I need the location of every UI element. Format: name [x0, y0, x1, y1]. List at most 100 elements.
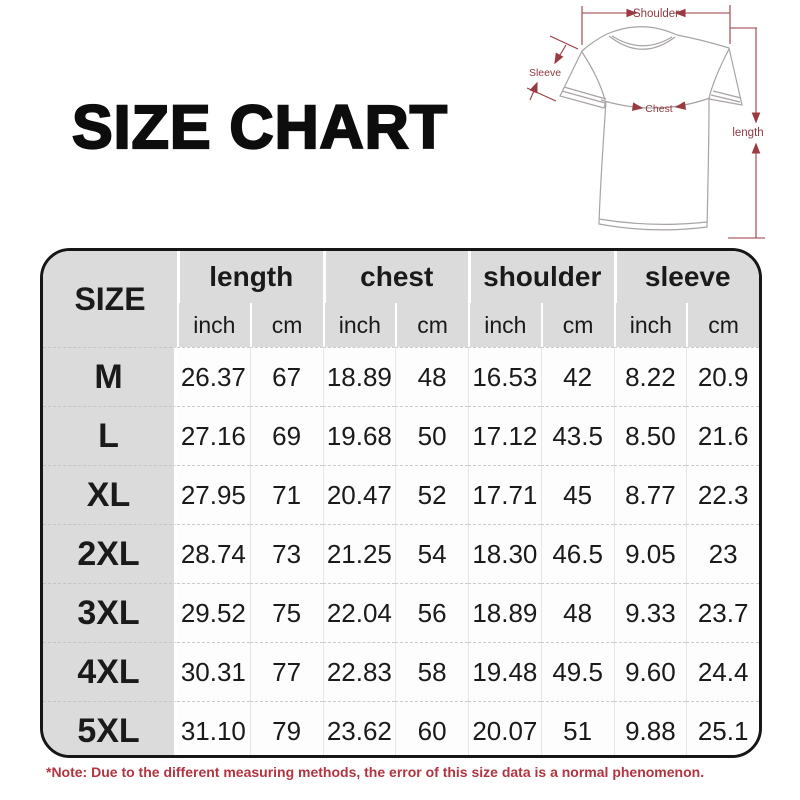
length-label: length [732, 127, 763, 139]
table-row: XL 27.95 71 20.47 52 17.71 45 8.77 22.3 [43, 465, 759, 524]
unit-header: cm [249, 303, 323, 347]
length-group-header: length [177, 251, 323, 303]
measurement-value: 29.52 [177, 583, 250, 642]
sleeve-group-header: sleeve [613, 251, 759, 303]
measurement-value: 67 [249, 347, 323, 406]
measurement-value: 9.60 [613, 642, 687, 701]
chest-curve [600, 97, 711, 109]
right-armhole-seam [708, 48, 730, 99]
dimension-lines [526, 5, 765, 239]
measurement-value: 50 [395, 406, 468, 465]
size-table-body: M 26.37 67 18.89 48 16.53 42 8.22 20.9 L 27.16 69 19… [43, 347, 759, 755]
tshirt-body [559, 26, 743, 231]
measurement-value: 28.74 [177, 524, 250, 583]
measurement-value: 71 [249, 465, 323, 524]
measurement-value: 73 [249, 524, 323, 583]
measurement-value: 9.33 [613, 583, 687, 642]
measurement-value: 17.12 [468, 406, 541, 465]
measurement-value: 18.89 [468, 583, 541, 642]
measurement-value: 18.89 [322, 347, 396, 406]
hem-line [598, 218, 708, 225]
table-row: 2XL 28.74 73 21.25 54 18.30 46.5 9.05 23 [43, 524, 759, 583]
measurement-value: 77 [249, 642, 323, 701]
table-row: 5XL 31.10 79 23.62 60 20.07 51 9.88 25.1 [43, 701, 759, 755]
measurement-value: 26.37 [177, 347, 250, 406]
length-arrow-down-icon [751, 112, 761, 124]
size-label: XL [43, 465, 177, 524]
page-title: SIZE CHART [71, 92, 448, 162]
measurement-value: 25.1 [686, 701, 759, 755]
table-row: L 27.16 69 19.68 50 17.12 43.5 8.50 21.6 [43, 406, 759, 465]
length-arrow-up-icon [751, 142, 761, 154]
measurement-value: 23.62 [322, 701, 396, 755]
left-cuff-lines [561, 86, 607, 104]
sleeve-arrow-down-icon [554, 52, 564, 65]
measurement-value: 24.4 [686, 642, 759, 701]
unit-header: cm [395, 303, 468, 347]
sleeve-label: Sleeve [529, 67, 561, 79]
unit-header: cm [686, 303, 759, 347]
measurement-value: 31.10 [177, 701, 250, 755]
measurement-value: 54 [395, 524, 468, 583]
collar-line [608, 35, 676, 50]
measurement-value: 69 [249, 406, 323, 465]
chest-arrow-left-icon [674, 101, 687, 110]
measurement-value: 18.30 [468, 524, 541, 583]
size-label: 5XL [43, 701, 177, 755]
measurement-value: 22.83 [322, 642, 396, 701]
measurement-value: 16.53 [468, 347, 541, 406]
sleeve-arrow-up-icon [529, 81, 538, 94]
tshirt-outline [559, 26, 743, 231]
unit-header: inch [322, 303, 396, 347]
shoulder-arrow-left-icon [674, 8, 686, 18]
size-label: 4XL [43, 642, 177, 701]
shoulder-label: Shoulder [633, 8, 679, 20]
unit-header: inch [468, 303, 541, 347]
measurement-value: 58 [395, 642, 468, 701]
size-label: L [43, 406, 177, 465]
measurement-value: 48 [395, 347, 468, 406]
chest-group-header: chest [322, 251, 468, 303]
unit-header: inch [177, 303, 250, 347]
measurement-value: 19.68 [322, 406, 396, 465]
table-row: M 26.37 67 18.89 48 16.53 42 8.22 20.9 [43, 347, 759, 406]
measurement-value: 46.5 [540, 524, 614, 583]
chest-arrow-right-icon [631, 102, 644, 111]
measurement-value: 21.6 [686, 406, 759, 465]
collar-rib-line [611, 35, 673, 47]
tshirt-measurement-diagram: Shoulder Sleeve Chest length [526, 5, 765, 239]
measurement-value: 52 [395, 465, 468, 524]
measurement-value: 27.95 [177, 465, 250, 524]
measurement-value: 20.47 [322, 465, 396, 524]
measurement-value: 30.31 [177, 642, 250, 701]
measurement-value: 43.5 [540, 406, 614, 465]
measurement-value: 23 [686, 524, 759, 583]
measurement-value: 22.3 [686, 465, 759, 524]
measurement-value: 8.50 [613, 406, 687, 465]
measurement-value: 19.48 [468, 642, 541, 701]
measurement-value: 56 [395, 583, 468, 642]
chest-label: Chest [645, 103, 673, 115]
size-chart-table: SIZE length chest shoulder sleeve inch cm… [43, 251, 759, 755]
measurement-value: 51 [540, 701, 614, 755]
measurement-value: 48 [540, 583, 614, 642]
measurement-value: 60 [395, 701, 468, 755]
measurement-value: 75 [249, 583, 323, 642]
measurement-value: 9.05 [613, 524, 687, 583]
group-header-row: SIZE length chest shoulder sleeve [43, 251, 759, 347]
measurement-value: 27.16 [177, 406, 250, 465]
size-column-header: SIZE [43, 251, 177, 347]
unit-header: cm [540, 303, 614, 347]
unit-header: inch [613, 303, 687, 347]
measurement-value: 45 [540, 465, 614, 524]
measurement-value: 17.71 [468, 465, 541, 524]
unit-header-row: inch cm inch cm inch cm inch cm [43, 303, 759, 347]
measurement-value: 21.25 [322, 524, 396, 583]
size-label: 2XL [43, 524, 177, 583]
measurement-value: 23.7 [686, 583, 759, 642]
right-cuff-lines [710, 90, 742, 103]
measurement-note: *Note: Due to the different measuring me… [46, 764, 705, 780]
size-label: M [43, 347, 177, 406]
left-armhole-seam [581, 51, 606, 101]
measurement-value: 20.9 [686, 347, 759, 406]
